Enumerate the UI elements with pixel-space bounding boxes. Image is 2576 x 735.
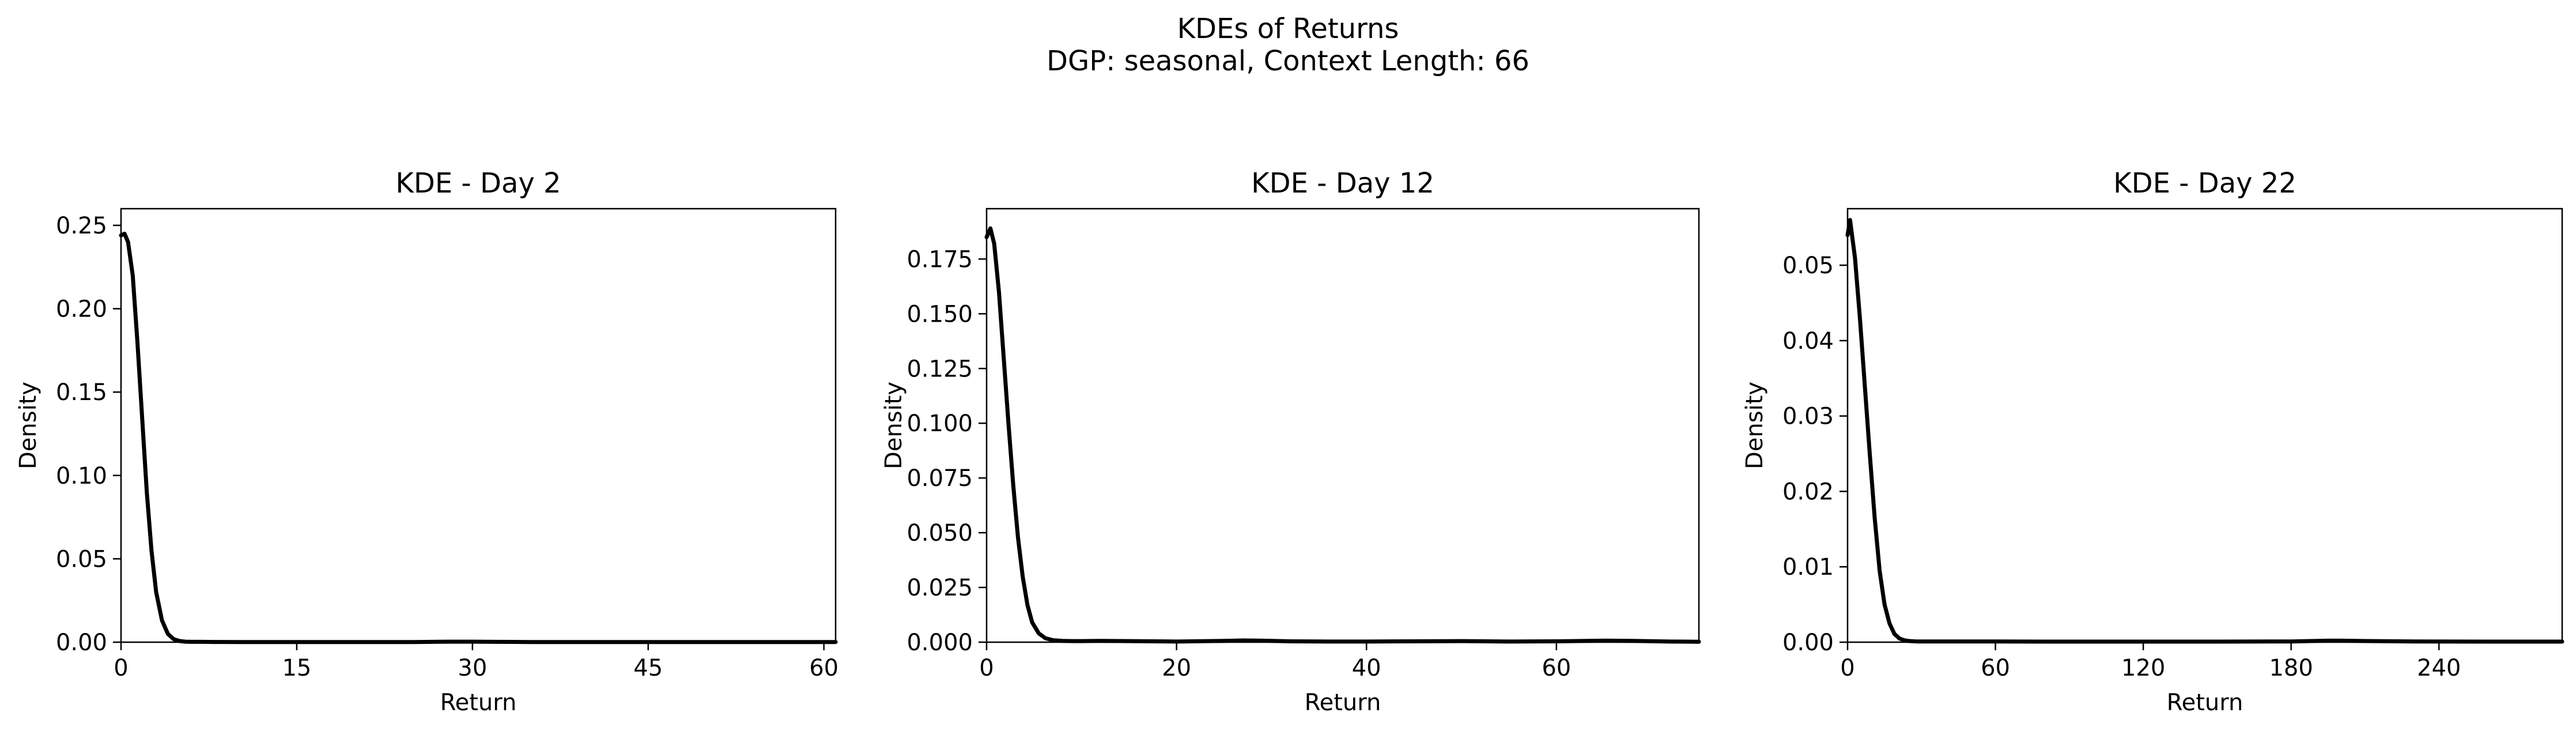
y-tick-label-0-00: 0.00 bbox=[56, 630, 107, 656]
y-tick-label-0-000: 0.000 bbox=[906, 630, 973, 656]
figure-title: KDEs of Returns bbox=[1177, 13, 1399, 45]
y-tick-label-0-04: 0.04 bbox=[1782, 328, 1834, 355]
axes-frame bbox=[1846, 208, 2563, 643]
y-tick-label-0-125: 0.125 bbox=[906, 356, 973, 382]
y-tick-label-0-00: 0.00 bbox=[1782, 630, 1834, 656]
y-tick-label-0-05: 0.05 bbox=[56, 546, 107, 572]
x-tick-label-40: 40 bbox=[1352, 655, 1381, 681]
x-axis-label: Return bbox=[440, 689, 517, 716]
x-tick-label-180: 180 bbox=[2269, 655, 2313, 681]
y-tick-label-0-175: 0.175 bbox=[906, 246, 973, 273]
y-tick-label-0-05: 0.05 bbox=[1782, 252, 1834, 279]
x-tick-label-120: 120 bbox=[2121, 655, 2165, 681]
y-axis-label: Density bbox=[15, 382, 41, 469]
x-axis-label: Return bbox=[2167, 689, 2243, 716]
x-tick-label-45: 45 bbox=[633, 655, 663, 681]
x-tick-label-20: 20 bbox=[1162, 655, 1191, 681]
kde-panel-day-22: KDE - Day 22 0 60 120 180 240 0.00 0.01 0.02 0.03… bbox=[1742, 167, 2564, 716]
y-axis-label: Density bbox=[881, 382, 907, 469]
kde-panel-day-12: KDE - Day 12 0 20 40 60 0.000 0.025 0.050 0.075 0… bbox=[881, 167, 1701, 716]
y-tick-label-0-25: 0.25 bbox=[56, 213, 107, 239]
y-tick-label-0-025: 0.025 bbox=[906, 575, 973, 601]
y-tick-label-0-02: 0.02 bbox=[1782, 478, 1834, 505]
figure-subtitle: DGP: seasonal, Context Length: 66 bbox=[1047, 45, 1529, 77]
axes-frame bbox=[120, 208, 837, 643]
axes-title: KDE - Day 12 bbox=[1251, 167, 1434, 199]
y-tick-label-0-075: 0.075 bbox=[906, 465, 973, 492]
y-tick-label-0-050: 0.050 bbox=[906, 520, 973, 546]
x-tick-label-60: 60 bbox=[1981, 655, 2010, 681]
kde-density-line bbox=[984, 226, 1701, 644]
axes-frame bbox=[985, 208, 1700, 643]
x-axis-label: Return bbox=[1305, 689, 1381, 716]
x-tick-label-30: 30 bbox=[458, 655, 487, 681]
x-tick-label-60: 60 bbox=[809, 655, 838, 681]
y-tick-label-0-01: 0.01 bbox=[1782, 554, 1834, 581]
axes-title: KDE - Day 2 bbox=[395, 167, 561, 199]
x-tick-label-60: 60 bbox=[1542, 655, 1571, 681]
x-tick-label-240: 240 bbox=[2417, 655, 2461, 681]
x-tick-label-0: 0 bbox=[979, 655, 994, 681]
kde-panel-day-2: KDE - Day 2 0 15 30 45 60 0.00 0.05 0.10 0.15 0.20… bbox=[15, 167, 838, 716]
y-axis-label: Density bbox=[1742, 382, 1768, 469]
y-tick-label-0-100: 0.100 bbox=[906, 410, 973, 437]
x-tick-label-15: 15 bbox=[282, 655, 311, 681]
axes-title: KDE - Day 22 bbox=[2113, 167, 2297, 199]
y-tick-label-0-20: 0.20 bbox=[56, 296, 107, 323]
x-tick-label-0: 0 bbox=[1840, 655, 1854, 681]
y-tick-label-0-150: 0.150 bbox=[906, 301, 973, 327]
y-tick-label-0-03: 0.03 bbox=[1782, 404, 1834, 430]
y-tick-label-0-15: 0.15 bbox=[56, 379, 107, 406]
x-tick-label-0: 0 bbox=[114, 655, 128, 681]
kde-density-line bbox=[1845, 218, 2564, 644]
y-tick-label-0-10: 0.10 bbox=[56, 463, 107, 489]
